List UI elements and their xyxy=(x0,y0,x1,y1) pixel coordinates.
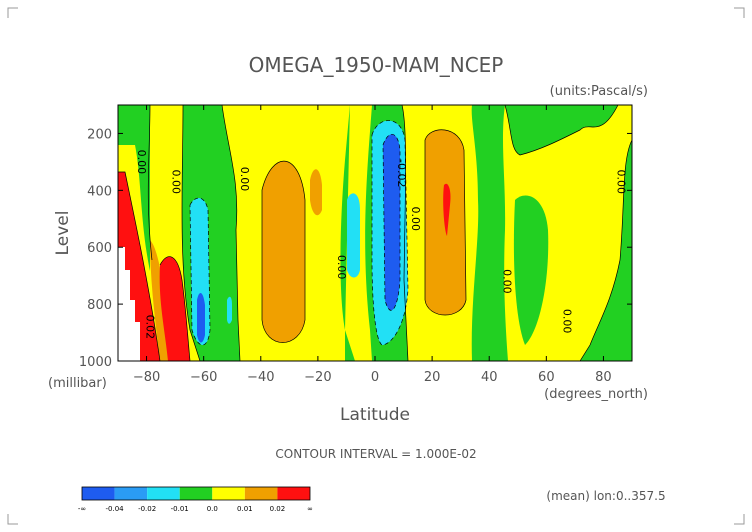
x-tick-label: −60 xyxy=(190,370,217,385)
legend-tick-label: 0.01 xyxy=(237,505,253,513)
color-legend: -∞ -0.04 -0.02 -0.01 0.0 0.01 0.02 ∞ xyxy=(78,486,313,513)
plot-area xyxy=(117,104,633,362)
x-tick-label: −20 xyxy=(304,370,331,385)
region-orange-5 xyxy=(310,169,322,216)
units-label: (units:Pascal/s) xyxy=(550,84,648,99)
legend-tick-label: -0.02 xyxy=(138,505,156,513)
legend-swatch xyxy=(82,487,115,500)
legend-tick-label: 0.0 xyxy=(207,505,218,513)
contour-label: 0.00 xyxy=(409,207,422,232)
contour-interval-text: CONTOUR INTERVAL = 1.000E-02 xyxy=(275,447,476,461)
contour-label: 0.00 xyxy=(335,255,348,280)
legend-swatch xyxy=(212,487,245,500)
contour-label: 0.00 xyxy=(615,170,628,195)
crop-marks xyxy=(7,7,745,525)
legend-tick-label: ∞ xyxy=(307,505,313,513)
contour-label: 0.00 xyxy=(135,150,148,175)
y-axis: 200 400 600 800 1000 xyxy=(79,127,632,370)
averaging-text: (mean) lon:0..357.5 xyxy=(546,489,665,503)
region-orange-1 xyxy=(262,161,305,343)
contour-lines xyxy=(118,105,632,361)
y-tick-label: 800 xyxy=(87,298,112,313)
contour-label: 0.00 xyxy=(560,309,573,334)
contour-labels: 0.00 0.00 0.00 0.00 -0.02 0.00 0.00 0.00 0.00 0.0… xyxy=(135,150,628,339)
y-axis-label: Level xyxy=(53,211,73,256)
region-green-island-1 xyxy=(513,195,549,345)
y-axis-units: (millibar) xyxy=(48,376,107,391)
region-cyan-2 xyxy=(347,193,360,278)
x-axis: −80 −60 −40 −20 0 20 40 60 80 xyxy=(133,105,612,385)
x-tick-label: 20 xyxy=(424,370,441,385)
contour-label: -0.02 xyxy=(395,159,408,187)
x-tick-label: 0 xyxy=(371,370,379,385)
legend-frame xyxy=(81,486,311,501)
legend-tick-label: -0.01 xyxy=(171,505,189,513)
legend-swatch xyxy=(179,487,213,500)
legend-swatch xyxy=(147,487,180,500)
legend-tick-label: -0.04 xyxy=(106,505,125,513)
region-red-2 xyxy=(159,256,190,361)
legend-tick-label: 0.02 xyxy=(270,505,286,513)
legend-tick-label: -∞ xyxy=(78,505,86,513)
region-blue-1 xyxy=(383,134,400,311)
x-axis-label: Latitude xyxy=(340,405,410,425)
legend-swatch xyxy=(114,487,148,500)
region-missing xyxy=(118,247,140,361)
x-tick-label: −80 xyxy=(133,370,160,385)
y-tick-label: 1000 xyxy=(79,355,112,370)
region-red-3 xyxy=(443,183,451,236)
legend-swatch xyxy=(244,487,278,500)
y-tick-label: 200 xyxy=(87,127,112,142)
region-blue-2 xyxy=(197,293,205,343)
chart-title: OMEGA_1950-MAM_NCEP xyxy=(249,53,504,77)
x-tick-label: −40 xyxy=(247,370,274,385)
contour-label: 0.00 xyxy=(169,170,182,195)
y-tick-label: 400 xyxy=(87,184,112,199)
x-tick-label: 60 xyxy=(538,370,555,385)
x-tick-label: 80 xyxy=(595,370,612,385)
legend-swatch xyxy=(277,487,310,500)
contour-label: 0.00 xyxy=(501,269,514,294)
x-axis-units: (degrees_north) xyxy=(544,387,648,402)
x-tick-label: 40 xyxy=(481,370,498,385)
region-cyan-4 xyxy=(227,296,232,324)
y-tick-label: 600 xyxy=(87,241,112,256)
contour-label: 0.02 xyxy=(144,315,157,340)
contour-label: 0.00 xyxy=(238,167,251,192)
